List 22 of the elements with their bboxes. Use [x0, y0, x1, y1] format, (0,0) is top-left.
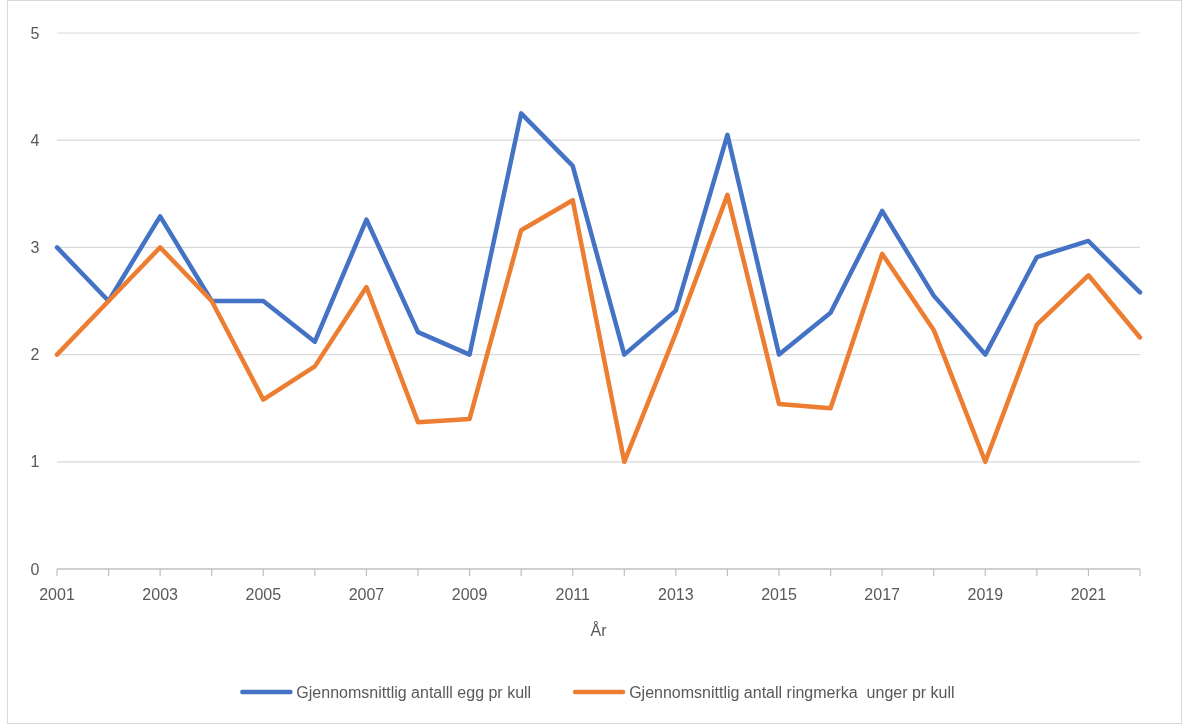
x-tick-label: 2011 [555, 586, 591, 603]
y-tick-label: 4 [30, 131, 40, 149]
y-tick-label: 3 [30, 239, 40, 256]
y-tick-label: 2 [30, 346, 40, 364]
x-tick-label: 2003 [142, 586, 179, 603]
line-series [54, 111, 1143, 357]
y-tick-label: 0 [30, 560, 40, 578]
x-tick-label: 2017 [864, 586, 901, 603]
x-axis-title: År [590, 621, 608, 639]
x-tick-label: 2005 [245, 586, 282, 603]
x-tick-label: 2019 [967, 586, 1004, 603]
x-tick-label: 2015 [761, 586, 797, 603]
x-tick-label: 2001 [39, 586, 75, 603]
x-tick-label: 2009 [451, 586, 488, 603]
legend-label: Gjennomsnittlig antall ringmerka unger pr kull [629, 683, 955, 701]
y-tick-label: 5 [30, 24, 40, 42]
line-series [54, 192, 1143, 465]
x-tick-label: 2007 [348, 586, 385, 603]
y-tick-label: 1 [30, 453, 40, 471]
x-tick-label: 2021 [1070, 586, 1107, 603]
x-tick-label: 2013 [658, 586, 694, 603]
legend-label: Gjennomsnittlig antalll egg pr kull [296, 683, 532, 701]
